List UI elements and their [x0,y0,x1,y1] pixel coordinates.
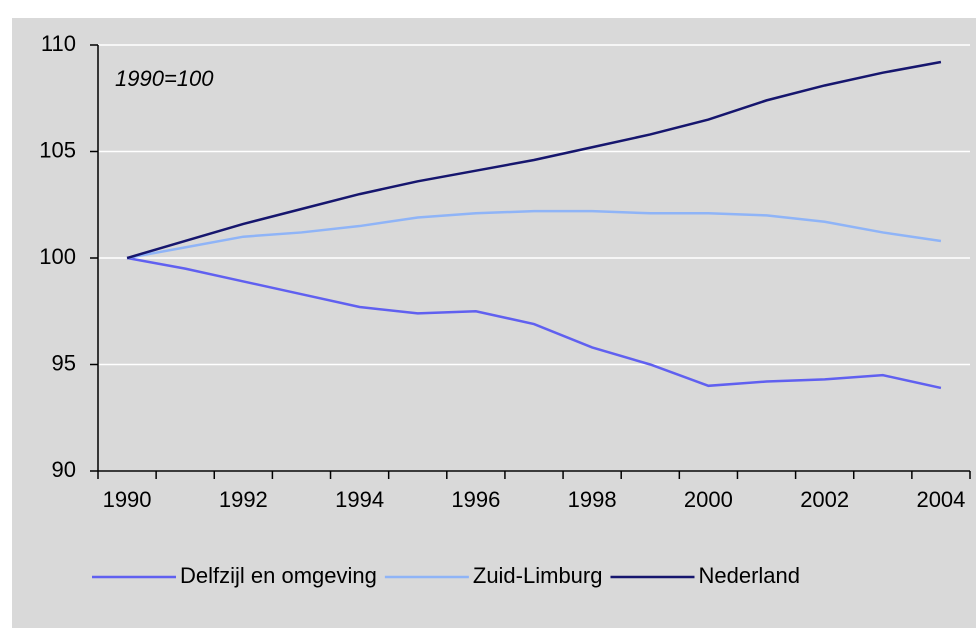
legend-label: Nederland [698,563,800,588]
x-tick-label: 1992 [219,487,268,512]
y-tick-label: 110 [41,31,76,56]
x-tick-label: 1998 [568,487,617,512]
y-tick-label: 105 [39,137,76,162]
annotation: 1990=100 [115,66,214,91]
series-line [126,60,942,260]
chart-background [12,18,976,628]
x-tick-label: 1990 [103,487,152,512]
x-tick-label: 2004 [916,487,965,512]
series-line [126,256,942,390]
x-tick-label: 2002 [800,487,849,512]
legend-label: Delfzijl en omgeving [180,563,377,588]
x-tick-label: 1996 [451,487,500,512]
legend-label: Zuid-Limburg [473,563,603,588]
series-line [126,209,942,260]
y-tick-label: 90 [52,457,76,482]
x-tick-label: 2000 [684,487,733,512]
y-tick-label: 95 [52,350,76,375]
x-tick-label: 1994 [335,487,384,512]
y-tick-label: 100 [39,244,76,269]
